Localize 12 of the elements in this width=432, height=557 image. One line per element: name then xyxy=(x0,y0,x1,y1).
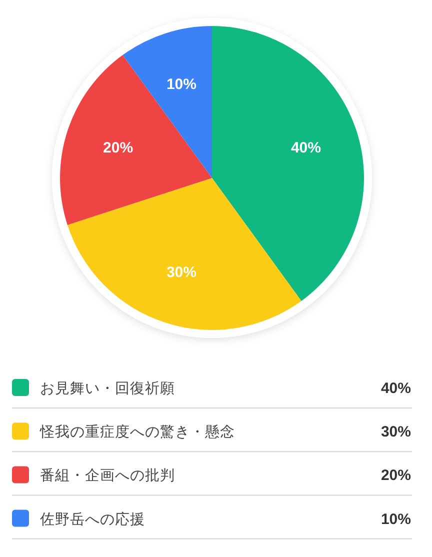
text: 10% xyxy=(380,510,411,528)
legend-label: 佐野岳への応援 xyxy=(40,510,145,528)
text: 30% xyxy=(380,424,411,441)
data-label: 40% xyxy=(290,139,321,156)
data-label: 10% xyxy=(166,76,196,94)
text: 20% xyxy=(380,467,411,484)
legend-label: 番組・企画への批判 xyxy=(40,467,175,484)
data-label: 30% xyxy=(166,264,196,281)
data-label: 20% xyxy=(103,139,134,156)
legend-label: 怪我の重症度への驚き・懸念 xyxy=(39,424,235,441)
text: 40% xyxy=(380,380,411,397)
legend-label: お見舞い・回復祈願 xyxy=(40,380,175,397)
